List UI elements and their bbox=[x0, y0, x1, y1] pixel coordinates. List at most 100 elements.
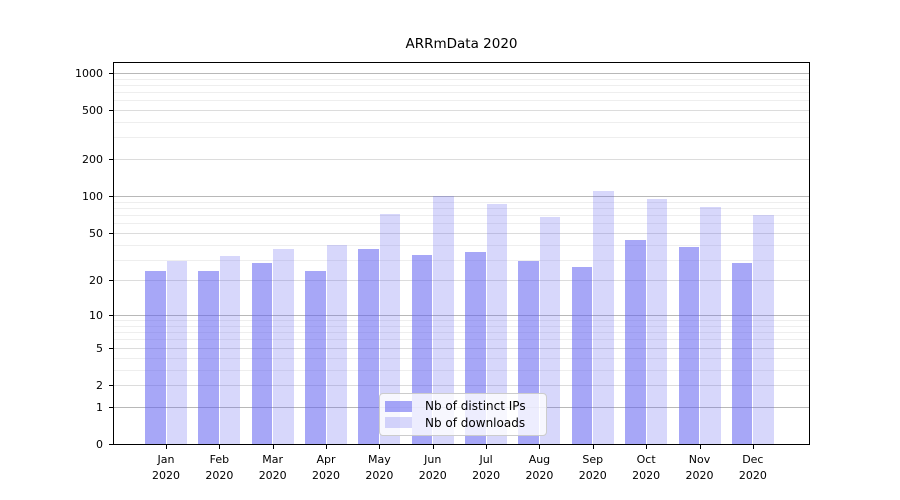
x-tick-mark bbox=[379, 445, 381, 449]
legend: Nb of distinct IPs Nb of downloads bbox=[379, 393, 547, 436]
x-tick-label: Jun 2020 bbox=[403, 452, 463, 483]
y-tick-mark bbox=[109, 110, 113, 112]
y-tick-label: 5 bbox=[96, 341, 103, 355]
x-tick-mark bbox=[752, 445, 754, 449]
x-tick-label: Feb 2020 bbox=[189, 452, 249, 483]
x-tick-year: 2020 bbox=[578, 468, 607, 482]
y-tick-label: 1000 bbox=[75, 66, 103, 80]
legend-entry-distinct-ips: Nb of distinct IPs bbox=[385, 399, 538, 413]
bar-distinct-ips bbox=[625, 239, 646, 444]
x-tick-label: May 2020 bbox=[349, 452, 409, 483]
x-tick-month: Jul bbox=[479, 453, 493, 466]
y-tick-mark bbox=[109, 384, 113, 386]
x-tick-year: 2020 bbox=[632, 468, 661, 482]
gridline-mid bbox=[114, 232, 809, 234]
gridline-minor bbox=[114, 223, 809, 225]
bar-downloads bbox=[700, 206, 721, 444]
bar-downloads bbox=[326, 244, 348, 444]
gridline-minor bbox=[114, 369, 809, 371]
x-tick-year: 2020 bbox=[312, 468, 341, 482]
bar-distinct-ips bbox=[731, 263, 753, 444]
x-tick-mark bbox=[646, 445, 648, 449]
bar-downloads bbox=[646, 198, 668, 444]
x-tick-month: Jun bbox=[424, 453, 442, 466]
gridline-mid bbox=[114, 280, 809, 282]
x-tick-mark bbox=[486, 445, 488, 449]
bar-distinct-ips bbox=[145, 271, 166, 444]
x-tick-mark bbox=[432, 445, 434, 449]
gridline-minor bbox=[114, 259, 809, 261]
bar-distinct-ips bbox=[251, 263, 273, 444]
x-tick-month: Oct bbox=[636, 453, 656, 466]
legend-swatch-distinct-ips bbox=[385, 400, 412, 412]
x-tick-mark bbox=[219, 445, 221, 449]
gridline-minor bbox=[114, 325, 809, 327]
gridline-mid bbox=[114, 110, 809, 112]
gridline-minor bbox=[114, 244, 809, 246]
y-tick-label: 1 bbox=[96, 400, 103, 414]
legend-label-downloads: Nb of downloads bbox=[425, 415, 526, 430]
x-tick-label: Nov 2020 bbox=[670, 452, 730, 483]
gridline-minor bbox=[114, 357, 809, 359]
gridline-minor bbox=[114, 122, 809, 124]
legend-entry-downloads: Nb of downloads bbox=[385, 416, 538, 430]
x-tick-label: Mar 2020 bbox=[243, 452, 303, 483]
gridline-minor bbox=[114, 215, 809, 217]
x-tick-month: Mar bbox=[262, 453, 284, 466]
gridline-minor bbox=[114, 332, 809, 334]
y-tick-mark bbox=[109, 72, 113, 74]
x-tick-year: 2020 bbox=[525, 468, 554, 482]
bar-downloads bbox=[379, 214, 401, 444]
x-tick-year: 2020 bbox=[472, 468, 501, 482]
x-tick-month: Nov bbox=[688, 453, 711, 466]
gridline-major bbox=[114, 196, 809, 198]
x-tick-month: Sep bbox=[582, 453, 604, 466]
gridline-minor bbox=[114, 207, 809, 209]
x-tick-label: Oct 2020 bbox=[616, 452, 676, 483]
x-tick-year: 2020 bbox=[258, 468, 287, 482]
bar-distinct-ips bbox=[571, 266, 593, 444]
y-tick-mark bbox=[109, 444, 113, 445]
gridline-mid bbox=[114, 384, 809, 386]
x-tick-month: Aug bbox=[528, 453, 551, 466]
bar-downloads bbox=[486, 203, 508, 444]
x-tick-label: Jul 2020 bbox=[456, 452, 516, 483]
bar-downloads bbox=[539, 216, 561, 444]
x-tick-mark bbox=[592, 445, 594, 449]
gridline-minor bbox=[114, 320, 809, 322]
bar-distinct-ips bbox=[358, 248, 379, 444]
y-tick-label: 20 bbox=[89, 274, 103, 288]
x-tick-label: Dec 2020 bbox=[723, 452, 783, 483]
bar-distinct-ips bbox=[305, 271, 326, 444]
gridline-mid bbox=[114, 347, 809, 349]
y-tick-mark bbox=[109, 232, 113, 234]
bar-downloads bbox=[433, 196, 454, 444]
plot-area: Nb of distinct IPs Nb of downloads bbox=[113, 62, 810, 445]
x-tick-label: Jan 2020 bbox=[136, 452, 196, 483]
x-tick-month: Dec bbox=[742, 453, 764, 466]
gridline-minor bbox=[114, 84, 809, 86]
gridline-minor bbox=[114, 339, 809, 341]
y-tick-label: 100 bbox=[82, 190, 103, 204]
bar-downloads bbox=[753, 215, 774, 444]
bar-distinct-ips bbox=[678, 247, 699, 444]
gridline-minor bbox=[114, 92, 809, 94]
gridline-major bbox=[114, 72, 809, 74]
bar-downloads bbox=[166, 261, 187, 444]
bar-distinct-ips bbox=[198, 271, 219, 444]
y-tick-mark bbox=[109, 196, 113, 198]
x-tick-year: 2020 bbox=[205, 468, 234, 482]
x-tick-month: Apr bbox=[316, 453, 336, 466]
y-tick-label: 0 bbox=[96, 438, 103, 451]
x-tick-mark bbox=[699, 445, 701, 449]
bar-downloads bbox=[593, 191, 614, 444]
gridline-minor bbox=[114, 137, 809, 139]
x-tick-month: May bbox=[368, 453, 391, 466]
y-tick-mark bbox=[109, 159, 113, 161]
x-tick-year: 2020 bbox=[685, 468, 714, 482]
gridline-minor bbox=[114, 201, 809, 203]
y-tick-mark bbox=[109, 347, 113, 349]
x-tick-mark bbox=[166, 445, 167, 449]
legend-swatch-downloads bbox=[385, 417, 412, 429]
legend-label-distinct-ips: Nb of distinct IPs bbox=[425, 399, 526, 414]
